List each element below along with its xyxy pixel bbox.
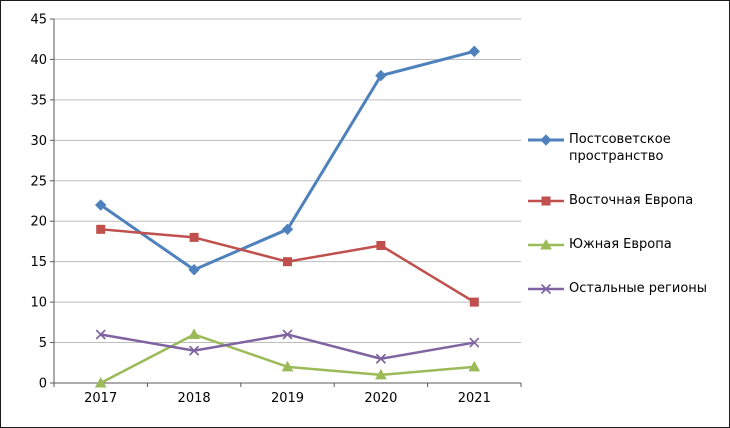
diamond-marker-icon [468,45,481,58]
triangle-marker-icon [188,328,200,339]
square-marker-icon [96,224,106,234]
legend-item: Восточная Европа [527,192,725,209]
square-marker-icon [376,240,386,250]
series-line-triangle [100,333,475,385]
y-tick-label: 25 [30,174,47,189]
diamond-marker-icon [188,264,200,276]
y-tick-label: 45 [30,13,47,28]
y-tick-label: 15 [30,255,47,270]
square-marker-icon [189,232,199,242]
diamond-marker-icon [540,134,552,146]
legend-label: Восточная Европа [569,193,694,208]
diamond-marker-icon [281,223,294,236]
x-marker-icon [541,284,551,294]
y-tick-label: 10 [30,296,47,311]
triangle-marker-icon [281,360,294,372]
triangle-marker-icon [468,360,481,372]
series-line-diamond [99,49,475,272]
legend-item: Постсоветское пространство [527,131,725,165]
legend: Постсоветское пространство Восточная Евро… [527,1,725,427]
legend-square-sample-icon [528,196,564,206]
square-marker-icon [283,257,292,267]
y-tick-label: 35 [30,93,47,108]
x-tick-label: 2020 [364,391,397,406]
x-marker-icon [469,337,480,348]
x-marker-icon [376,353,386,364]
diamond-marker-icon [375,69,387,82]
legend-item: Остальные регионы [527,280,725,297]
x-marker-icon [95,329,106,340]
triangle-marker-icon [375,368,387,380]
y-tick-label: 20 [30,215,47,230]
legend-label: Постсоветское пространство [569,132,671,164]
square-marker-icon [469,297,479,307]
triangle-marker-icon [540,238,552,250]
x-marker-icon [282,329,293,340]
plot-area: 0 5 10 15 20 25 30 35 40 45 2017 2018 2019 2020 2021 [30,13,522,406]
y-tick-label: 30 [30,134,47,149]
legend-x-sample-icon [528,284,564,294]
y-tick-label: 40 [30,53,47,68]
y-tick-label: 0 [39,377,47,392]
legend-label: Южная Европа [569,237,672,252]
x-tick-label: 2018 [178,391,211,406]
legend-triangle-sample-icon [528,238,564,250]
y-tick-label: 5 [39,336,47,351]
x-tick-label: 2019 [271,391,304,406]
diamond-marker-icon [94,199,107,211]
x-marker-icon [189,345,199,356]
legend-label: Остальные регионы [569,281,708,296]
square-marker-icon [541,196,551,206]
legend-item: Южная Европа [527,236,725,253]
x-tick-label: 2021 [458,391,491,406]
x-tick-label: 2017 [84,391,117,406]
triangle-marker-icon [94,376,107,388]
legend-diamond-sample-icon [528,134,564,146]
